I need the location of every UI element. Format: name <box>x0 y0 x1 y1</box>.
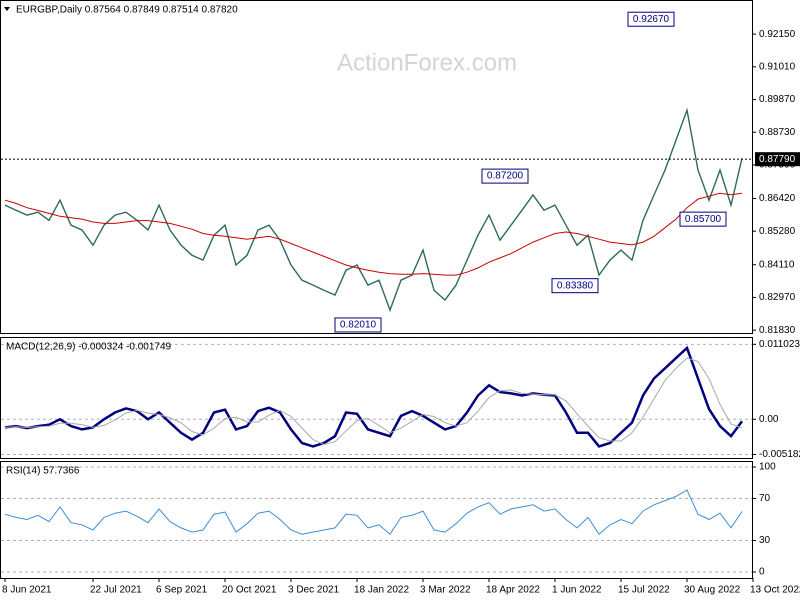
y-tick-label: 0.86420 <box>759 193 796 204</box>
panel-frame <box>0 0 753 334</box>
y-tick-label: 100 <box>759 462 776 473</box>
panel-title: EURGBP,Daily 0.87564 0.87849 0.87514 0.8… <box>16 5 238 16</box>
panel-frame <box>0 337 753 459</box>
y-tick-label: 0.81830 <box>759 325 796 336</box>
series-line <box>4 357 743 445</box>
x-tick-label: 3 Dec 2021 <box>288 585 340 596</box>
annotation-box <box>551 278 599 294</box>
last-price-label: 0.87790 <box>759 154 796 165</box>
series-line <box>4 489 743 535</box>
annotation-label: 0.82010 <box>340 320 377 331</box>
menu-arrow <box>4 7 10 11</box>
x-tick-label: 15 Jul 2022 <box>618 585 670 596</box>
annotation-box <box>481 168 529 184</box>
y-tick-label: 0.011023 <box>759 339 800 350</box>
y-tick-label: 0.82970 <box>759 292 796 303</box>
annotation-box <box>627 11 675 27</box>
panel-title: RSI(14) 57.7366 <box>6 466 80 477</box>
panel-title: MACD(12,26,9) -0.000324 -0.001749 <box>6 342 172 353</box>
y-tick-label: 0.91010 <box>759 61 796 72</box>
x-tick-label: 1 Jun 2022 <box>552 585 602 596</box>
x-tick-label: 30 Aug 2022 <box>684 585 741 596</box>
y-tick-label: 30 <box>759 535 771 546</box>
watermark: ActionForex.com <box>337 49 517 76</box>
panel-frame <box>0 461 753 579</box>
annotation-box <box>334 317 382 333</box>
y-tick-label: 0.85280 <box>759 226 796 237</box>
annotation-label: 0.83380 <box>557 280 594 291</box>
x-tick-label: 3 Mar 2022 <box>420 585 471 596</box>
y-tick-label: 0 <box>759 567 765 578</box>
annotation-label: 0.87200 <box>487 171 524 182</box>
x-tick-label: 8 Jun 2021 <box>2 585 52 596</box>
y-tick-label: 0.00 <box>759 414 779 425</box>
y-tick-label: 0.88730 <box>759 127 796 138</box>
x-tick-label: 20 Oct 2021 <box>222 585 277 596</box>
y-tick-label: 0.89870 <box>759 94 796 105</box>
series-line <box>4 107 743 313</box>
last-price-box <box>755 152 800 167</box>
y-tick-label: 70 <box>759 493 771 504</box>
x-tick-label: 18 Apr 2022 <box>486 585 540 596</box>
annotation-label: 0.85700 <box>685 214 722 225</box>
annotation-box <box>679 211 727 227</box>
x-tick-label: 18 Jan 2022 <box>354 585 409 596</box>
x-tick-label: 13 Oct 2022 <box>750 585 800 596</box>
series-line <box>4 192 743 276</box>
x-tick-label: 6 Sep 2021 <box>156 585 208 596</box>
series-line <box>4 345 744 448</box>
y-tick-label: 0.92150 <box>759 29 796 40</box>
y-tick-label: -0.005182 <box>759 449 800 460</box>
y-tick-label: 0.84110 <box>759 259 795 270</box>
annotation-label: 0.92670 <box>633 14 670 25</box>
x-tick-label: 22 Jul 2021 <box>90 585 142 596</box>
